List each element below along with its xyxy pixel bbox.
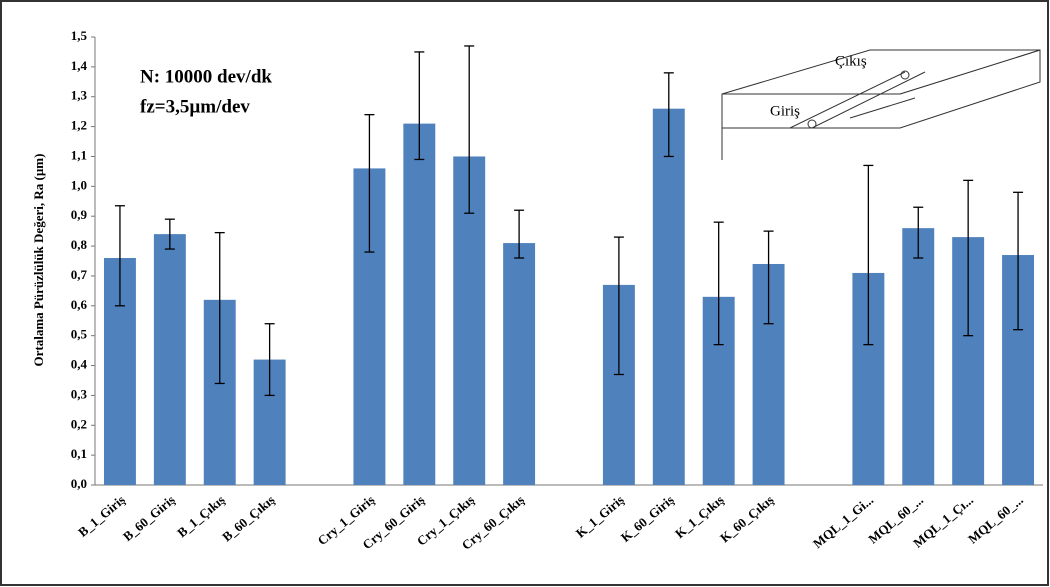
y-tick-label: 1,1	[71, 147, 87, 162]
inset-label: Giriş	[770, 103, 800, 119]
y-tick-label: 0,7	[71, 267, 88, 282]
y-tick-label: 0,0	[71, 476, 87, 491]
chart: Ortalama Pürüzlülük Değeri, Ra (µm) N: 1…	[0, 0, 1050, 587]
bar	[653, 109, 685, 485]
x-tick-label: K_60_Giriş	[618, 492, 677, 545]
x-tick-label: B_60_Çıkış	[219, 492, 277, 544]
y-tick-label: 0,1	[71, 446, 87, 461]
inset-label: Çıkış	[835, 53, 867, 69]
y-tick-label: 1,2	[71, 118, 87, 133]
y-tick-label: 0,3	[71, 386, 88, 401]
annotation: N: 10000 dev/dk	[140, 66, 272, 87]
x-tick-label: K_60_Çıkış	[717, 492, 776, 545]
y-tick-label: 1,4	[71, 58, 88, 73]
y-tick-label: 1,5	[71, 28, 88, 43]
inset-diagram: Çıkış Giriş	[722, 50, 1040, 160]
x-tick-label: MQL_60_...	[965, 492, 1026, 546]
y-axis-label: Ortalama Pürüzlülük Değeri, Ra (µm)	[31, 154, 46, 367]
annotation: fz=3,5µm/dev	[140, 96, 250, 117]
bar	[403, 124, 435, 485]
bar	[503, 243, 535, 485]
x-tick-label: B_60_Giriş	[120, 492, 178, 544]
bar	[154, 234, 186, 485]
y-tick-label: 0,5	[71, 327, 88, 342]
y-tick-label: 0,4	[71, 357, 88, 372]
y-tick-label: 1,0	[71, 177, 87, 192]
y-tick-label: 1,3	[71, 88, 88, 103]
bar	[902, 228, 934, 485]
y-tick-label: 0,9	[71, 207, 88, 222]
x-tick-label: MQL_1_Gi...	[810, 492, 876, 551]
y-tick-label: 0,8	[71, 237, 88, 252]
y-tick-label: 0,6	[71, 297, 88, 312]
y-tick-label: 0,2	[71, 416, 87, 431]
